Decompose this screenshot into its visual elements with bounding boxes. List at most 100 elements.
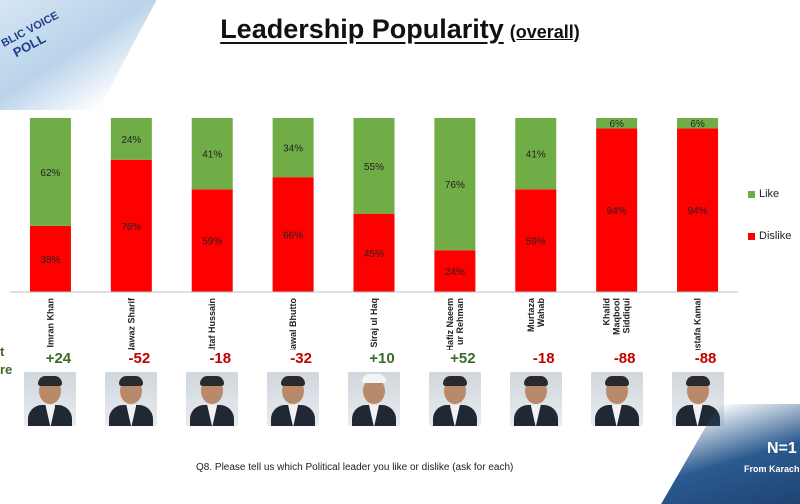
photo-head (363, 378, 385, 404)
legend-like: Like (748, 188, 779, 200)
data-label-dislike-khalid-maqbool-siddiqui: 94% (607, 206, 627, 217)
photo-murtaza-wahab (509, 372, 562, 426)
photo-altaf-hussain (186, 372, 239, 426)
photo-hair (38, 376, 63, 386)
category-label-line: Bilawal Bhutto (288, 297, 298, 350)
sample-size: N=1 (767, 440, 797, 457)
category-label-line: Wahab (536, 298, 546, 328)
legend-dislike: Dislike (748, 230, 791, 242)
net-score-bilawal-bhutto: -32 (290, 350, 312, 367)
legend-like-swatch (748, 190, 755, 198)
photo-shirt (692, 405, 703, 426)
category-label-altaf-hussain: Altaf Hussain (207, 298, 217, 350)
photo-siraj-ul-haq (348, 372, 400, 426)
bar-like-nawaz-sharif (110, 118, 152, 160)
title-main: Leadership Popularity (220, 14, 504, 44)
photo-hair (523, 376, 548, 386)
category-label-line: Siddiqui (622, 298, 632, 334)
category-label-line: Hafiz Naeem (445, 298, 455, 350)
data-label-like-murtaza-wahab: 41% (526, 150, 546, 161)
bar-like-siraj-ul-haq (353, 118, 395, 214)
bar-dislike-imran-khan (29, 225, 71, 292)
photo-shirt (369, 405, 379, 426)
data-label-like-khalid-maqbool-siddiqui: 6% (609, 119, 624, 130)
photo-hair (685, 376, 710, 386)
bars-group: 38% 62% 76% 24% 59% 41% 66% 34% 45% 55% 24% 76% 59% 4… (29, 118, 719, 292)
net-score-imran-khan: +24 (45, 350, 72, 367)
data-label-like-nawaz-sharif: 24% (121, 135, 141, 146)
data-label-dislike-imran-khan: 38% (40, 255, 60, 266)
bar-dislike-bilawal-bhutto (272, 177, 314, 292)
photo-shirt (45, 405, 56, 426)
photo-cap (362, 374, 386, 383)
bar-dislike-murtaza-wahab (515, 189, 557, 292)
bar-like-bilawal-bhutto (272, 118, 314, 178)
data-label-dislike-mustafa-kamal: 94% (688, 206, 708, 217)
net-score-altaf-hussain: -18 (209, 350, 232, 367)
photo-nawaz-sharif (105, 372, 158, 426)
photo-shirt (530, 405, 541, 426)
bar-dislike-altaf-hussain (191, 189, 233, 292)
data-label-like-mustafa-kamal: 6% (690, 119, 705, 130)
category-label-line: Altaf Hussain (207, 298, 217, 350)
category-label-line: Mustafa Kamal (693, 298, 703, 350)
category-label-line: Imran Khan (45, 298, 55, 348)
category-label-line: Maqbool (612, 298, 622, 335)
photo-shirt (288, 405, 299, 426)
data-label-dislike-altaf-hussain: 59% (202, 237, 222, 248)
data-label-dislike-nawaz-sharif: 76% (121, 222, 141, 233)
bar-dislike-khalid-maqbool-siddiqui (596, 128, 638, 292)
data-label-dislike-siraj-ul-haq: 45% (364, 249, 384, 260)
photo-shirt (611, 405, 622, 426)
legend-dislike-label: Dislike (759, 230, 792, 242)
bar-dislike-hafiz-naeem-ur-rehman (434, 250, 476, 292)
photo-shirt (449, 405, 460, 426)
photo-hair (200, 376, 225, 386)
photo-hafiz-naeem-ur-rehman (428, 372, 481, 426)
category-label-line: ur Rehman (455, 298, 465, 345)
survey-question: Q8. Please tell us which Political leade… (196, 462, 514, 473)
bar-like-imran-khan (29, 118, 71, 226)
photo-shirt (207, 405, 218, 426)
net-score-nawaz-sharif: -52 (128, 350, 151, 367)
net-score-mustafa-kamal: -88 (694, 350, 717, 367)
bar-like-murtaza-wahab (515, 118, 557, 190)
data-label-like-siraj-ul-haq: 55% (364, 162, 384, 173)
net-score-khalid-maqbool-siddiqui: -88 (613, 350, 636, 367)
data-label-dislike-hafiz-naeem-ur-rehman: 24% (445, 267, 465, 278)
category-label-imran-khan: Imran Khan (45, 298, 55, 348)
net-score-murtaza-wahab: -18 (532, 350, 555, 367)
bar-dislike-mustafa-kamal (677, 128, 719, 292)
data-label-like-imran-khan: 62% (40, 168, 60, 179)
bar-like-mustafa-kamal (677, 118, 719, 129)
photo-hair (281, 376, 306, 386)
data-label-like-bilawal-bhutto: 34% (283, 144, 303, 155)
category-label-line: Murtaza (526, 297, 536, 332)
category-label-line: Khalid (602, 298, 612, 326)
photo-imran-khan (24, 372, 77, 426)
bar-like-altaf-hussain (191, 118, 233, 190)
data-label-like-hafiz-naeem-ur-rehman: 76% (445, 180, 465, 191)
photo-shirt (126, 405, 137, 426)
side-label-score: re (0, 362, 13, 377)
photo-khalid-maqbool-siddiqui (590, 372, 643, 426)
bar-dislike-nawaz-sharif (110, 159, 152, 292)
category-label-bilawal-bhutto: Bilawal Bhutto (288, 297, 298, 350)
category-labels-group: Imran Khan Nawaz Sharif Altaf Hussain Bilaw… (45, 297, 702, 350)
net-score-siraj-ul-haq: +10 (369, 350, 395, 367)
category-label-murtaza-wahab: Murtaza Wahab (526, 297, 546, 332)
source-note: From Karach (744, 464, 800, 474)
bar-like-hafiz-naeem-ur-rehman (434, 118, 476, 251)
photo-hair (442, 376, 467, 386)
data-label-dislike-murtaza-wahab: 59% (526, 237, 546, 248)
bar-like-khalid-maqbool-siddiqui (596, 118, 638, 129)
category-label-nawaz-sharif: Nawaz Sharif (126, 297, 136, 350)
page-title: Leadership Popularity (overall) (0, 14, 800, 45)
category-label-hafiz-naeem-ur-rehman: Hafiz Naeem ur Rehman (445, 298, 465, 350)
net-score-hafiz-naeem-ur-rehman: +52 (450, 350, 476, 367)
side-label-net: t (0, 344, 5, 359)
photo-hair (119, 376, 144, 386)
title-sub: (overall) (509, 22, 580, 42)
photo-hair (604, 376, 629, 386)
category-label-line: Nawaz Sharif (126, 297, 136, 350)
